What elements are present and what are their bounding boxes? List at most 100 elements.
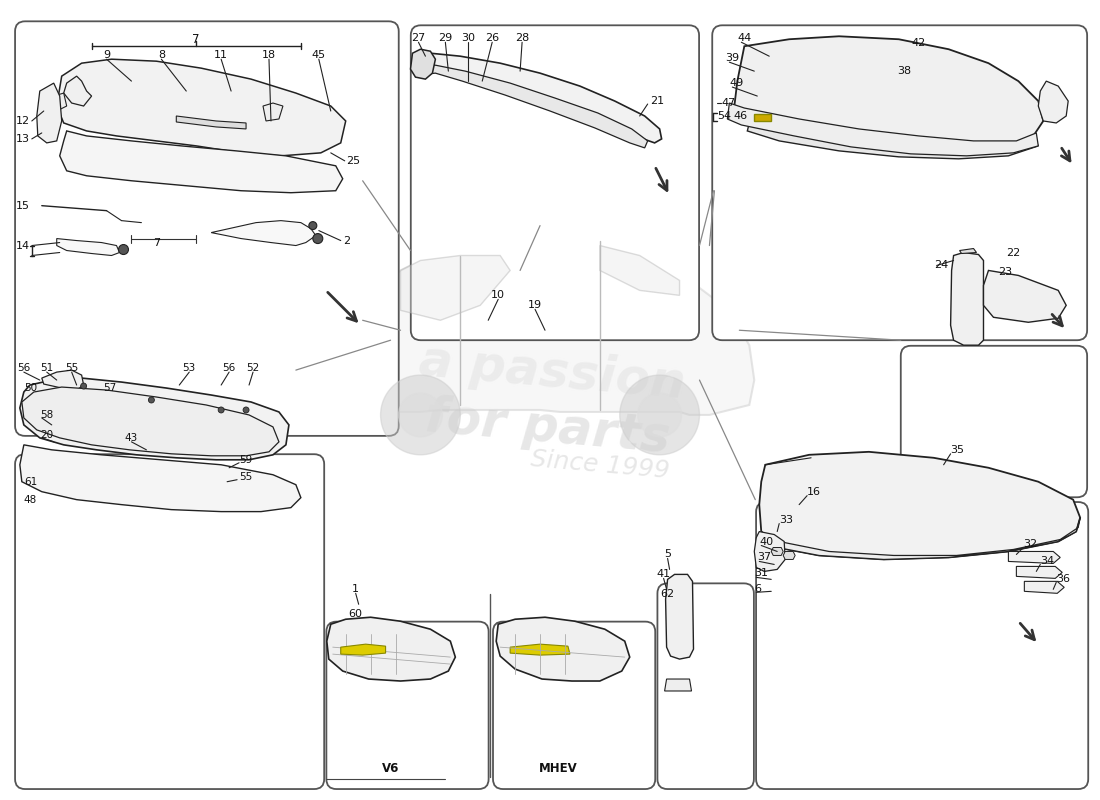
Polygon shape xyxy=(263,103,283,121)
FancyBboxPatch shape xyxy=(756,502,1088,789)
Text: 57: 57 xyxy=(103,383,117,393)
FancyBboxPatch shape xyxy=(327,622,488,789)
Polygon shape xyxy=(983,270,1066,322)
Text: 48: 48 xyxy=(24,494,37,505)
Polygon shape xyxy=(950,253,983,345)
Text: 44: 44 xyxy=(737,34,751,43)
Text: 22: 22 xyxy=(1006,247,1021,258)
Text: 35: 35 xyxy=(950,445,965,455)
Text: 16: 16 xyxy=(807,486,821,497)
Circle shape xyxy=(218,407,224,413)
Text: 30: 30 xyxy=(461,34,475,43)
Text: MHEV: MHEV xyxy=(539,762,578,775)
Text: 13: 13 xyxy=(15,134,30,144)
Text: 54: 54 xyxy=(717,111,732,121)
Text: 60: 60 xyxy=(349,610,363,619)
Text: 11: 11 xyxy=(214,50,228,60)
Text: 29: 29 xyxy=(438,34,452,43)
Text: 5: 5 xyxy=(664,550,671,559)
Polygon shape xyxy=(783,551,795,559)
Polygon shape xyxy=(417,65,648,148)
Text: 41: 41 xyxy=(657,570,671,579)
Text: 47: 47 xyxy=(722,98,736,108)
Circle shape xyxy=(398,393,442,437)
Polygon shape xyxy=(54,93,67,111)
Text: 56: 56 xyxy=(222,363,235,373)
Polygon shape xyxy=(1009,551,1060,563)
Polygon shape xyxy=(747,123,1038,159)
Polygon shape xyxy=(664,679,692,691)
Polygon shape xyxy=(22,387,279,456)
Text: 12: 12 xyxy=(15,116,30,126)
Polygon shape xyxy=(327,618,455,681)
Circle shape xyxy=(619,375,700,455)
Polygon shape xyxy=(727,103,1038,156)
Text: V6: V6 xyxy=(382,762,399,775)
Polygon shape xyxy=(36,83,62,143)
Text: 2: 2 xyxy=(343,235,350,246)
Polygon shape xyxy=(959,249,977,254)
Text: 25: 25 xyxy=(345,156,360,166)
Circle shape xyxy=(312,234,322,243)
Polygon shape xyxy=(20,378,289,460)
Text: 55: 55 xyxy=(239,472,252,482)
Text: 42: 42 xyxy=(912,38,926,48)
Polygon shape xyxy=(759,452,1080,559)
Text: 52: 52 xyxy=(246,363,260,373)
Text: 9: 9 xyxy=(103,50,110,60)
Text: 40: 40 xyxy=(759,537,773,546)
Polygon shape xyxy=(600,246,680,295)
FancyBboxPatch shape xyxy=(493,622,656,789)
Text: 27: 27 xyxy=(411,34,426,43)
Polygon shape xyxy=(59,131,343,193)
Polygon shape xyxy=(311,235,755,415)
Text: 61: 61 xyxy=(24,477,37,486)
Circle shape xyxy=(381,375,460,455)
Text: 28: 28 xyxy=(515,34,529,43)
Polygon shape xyxy=(42,370,84,390)
Text: 7: 7 xyxy=(153,238,159,247)
Polygon shape xyxy=(57,238,120,255)
Text: 10: 10 xyxy=(492,290,505,300)
Text: 49: 49 xyxy=(729,78,744,88)
Text: 19: 19 xyxy=(528,300,542,310)
Circle shape xyxy=(243,407,249,413)
Polygon shape xyxy=(496,618,629,681)
Text: 59: 59 xyxy=(239,454,252,465)
Text: 33: 33 xyxy=(779,514,793,525)
FancyBboxPatch shape xyxy=(15,454,324,789)
Circle shape xyxy=(119,245,129,254)
Text: 50: 50 xyxy=(24,383,37,393)
Text: 51: 51 xyxy=(40,363,54,373)
Polygon shape xyxy=(341,644,386,655)
Text: 43: 43 xyxy=(124,433,139,443)
Text: 6: 6 xyxy=(755,584,761,594)
Polygon shape xyxy=(415,54,661,143)
Text: 32: 32 xyxy=(1023,539,1037,550)
Text: 21: 21 xyxy=(650,96,663,106)
Polygon shape xyxy=(1038,81,1068,123)
Text: 55: 55 xyxy=(65,363,78,373)
Circle shape xyxy=(148,397,154,403)
Polygon shape xyxy=(771,547,783,555)
Text: 36: 36 xyxy=(1056,574,1070,584)
Text: 14: 14 xyxy=(15,241,30,250)
Text: 46: 46 xyxy=(734,111,748,121)
FancyBboxPatch shape xyxy=(712,26,1087,340)
FancyBboxPatch shape xyxy=(658,583,754,789)
Text: Since 1999: Since 1999 xyxy=(529,446,670,483)
Polygon shape xyxy=(400,255,510,320)
Text: 8: 8 xyxy=(157,50,165,60)
Polygon shape xyxy=(410,50,436,79)
Text: 31: 31 xyxy=(755,568,768,578)
Text: 23: 23 xyxy=(999,267,1013,278)
Polygon shape xyxy=(57,59,345,156)
Text: 39: 39 xyxy=(725,53,739,63)
Text: 26: 26 xyxy=(485,34,499,43)
Text: 34: 34 xyxy=(1041,557,1055,566)
Polygon shape xyxy=(666,574,693,659)
Polygon shape xyxy=(1024,582,1064,594)
Text: 37: 37 xyxy=(757,553,771,562)
Polygon shape xyxy=(755,114,771,121)
Polygon shape xyxy=(20,445,301,512)
